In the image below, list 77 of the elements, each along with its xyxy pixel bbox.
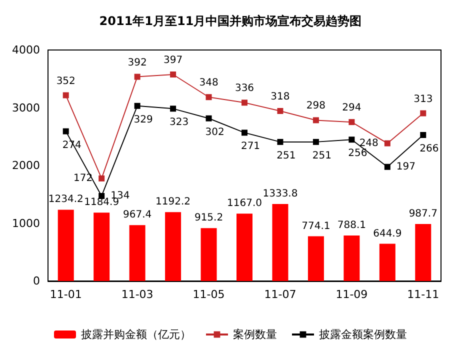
x-tick-label: 11-09 <box>336 288 368 301</box>
bar <box>94 212 110 281</box>
point <box>134 102 140 109</box>
data-label: 644.9 <box>373 228 402 240</box>
point <box>420 110 426 116</box>
point <box>312 138 319 145</box>
data-label: 392 <box>128 57 147 68</box>
point <box>277 138 284 145</box>
data-label: 788.1 <box>337 220 366 231</box>
y-tick-label: 4000 <box>12 44 40 56</box>
bar <box>200 228 217 281</box>
data-label: 915.2 <box>194 212 224 224</box>
point <box>206 94 212 100</box>
data-label: 271 <box>240 141 260 152</box>
y-tick-label: 2000 <box>12 159 40 172</box>
legend-label: 披露金额案例数量 <box>319 328 407 341</box>
data-label: 318 <box>270 91 290 102</box>
data-label: 251 <box>312 150 332 162</box>
point <box>420 132 426 138</box>
point <box>348 119 355 126</box>
point <box>134 74 140 80</box>
x-tick-label: 11-11 <box>407 288 440 301</box>
data-label: 1167.0 <box>227 198 262 210</box>
y-tick-label: 1000 <box>12 216 40 230</box>
bar <box>272 204 288 281</box>
data-label: 298 <box>306 100 326 112</box>
bar <box>415 224 432 281</box>
x-tick-label: 11-07 <box>264 288 296 301</box>
point <box>312 117 319 124</box>
bar <box>308 236 324 281</box>
point <box>242 100 248 106</box>
x-tick-label: 11-01 <box>50 288 82 301</box>
point <box>277 108 284 114</box>
data-label: 256 <box>348 148 368 160</box>
point <box>170 71 176 78</box>
y-tick-label: 3000 <box>12 101 40 114</box>
data-label: 348 <box>199 78 218 89</box>
bar <box>58 210 74 281</box>
data-label: 172 <box>73 172 93 184</box>
data-label: 967.4 <box>123 210 152 221</box>
bar <box>236 214 252 281</box>
data-label: 987.7 <box>408 208 438 220</box>
point <box>170 106 176 112</box>
chart-title: 2011年1月至11月中国并购市场宣布交易趋势图 <box>99 14 362 28</box>
point <box>384 140 390 146</box>
data-label: 397 <box>164 54 183 66</box>
data-label: 1234.2 <box>48 194 84 206</box>
data-label: 266 <box>420 144 439 155</box>
data-label: 1192.2 <box>156 196 191 208</box>
data-label: 313 <box>414 94 433 105</box>
data-label: 1333.8 <box>262 188 298 200</box>
x-tick-label: 11-03 <box>121 288 154 301</box>
data-label: 774.1 <box>302 220 330 232</box>
data-label: 248 <box>359 138 378 149</box>
legend-label: 案例数量 <box>233 328 277 341</box>
data-label: 352 <box>56 76 76 87</box>
point <box>62 92 69 98</box>
data-label: 302 <box>205 126 224 138</box>
data-label: 251 <box>276 150 296 162</box>
point <box>384 164 390 170</box>
bar <box>165 212 182 281</box>
point <box>242 130 248 136</box>
bar <box>344 235 360 281</box>
bar <box>379 244 396 281</box>
bar <box>129 225 146 281</box>
point <box>206 115 212 122</box>
x-tick-label: 11-05 <box>192 288 225 301</box>
point <box>348 136 355 143</box>
y-tick-label: 0 <box>33 274 40 288</box>
point <box>98 175 105 182</box>
legend-label: 披露并购金额（亿元） <box>81 328 191 341</box>
data-label: 329 <box>134 114 153 126</box>
data-label: 323 <box>170 117 189 128</box>
data-label: 336 <box>234 83 254 94</box>
point <box>62 128 69 134</box>
data-label: 294 <box>342 102 362 114</box>
data-label: 197 <box>396 161 416 172</box>
